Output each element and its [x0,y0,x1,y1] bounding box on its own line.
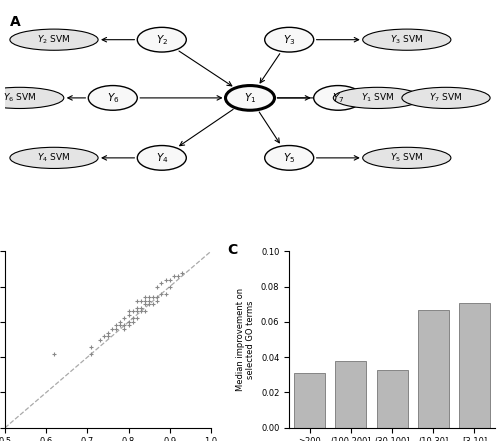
Ellipse shape [334,87,422,108]
Ellipse shape [138,27,186,52]
Ellipse shape [362,147,451,168]
Text: $Y_{5}$ SVM: $Y_{5}$ SVM [390,152,424,164]
Ellipse shape [264,27,314,52]
Text: $Y_{2}$ SVM: $Y_{2}$ SVM [38,34,70,46]
Ellipse shape [264,146,314,170]
Bar [418,310,448,428]
Ellipse shape [0,87,64,108]
Text: $Y_{1}$: $Y_{1}$ [244,91,256,105]
Ellipse shape [402,87,490,108]
Y-axis label: Median improvement on
selected GO terms: Median improvement on selected GO terms [236,288,256,391]
Text: A: A [10,15,20,29]
Ellipse shape [88,86,138,110]
Text: $Y_{2}$: $Y_{2}$ [156,33,168,47]
Ellipse shape [362,29,451,50]
Text: $Y_{4}$: $Y_{4}$ [156,151,168,165]
Ellipse shape [226,86,274,110]
Bar [294,373,325,428]
Ellipse shape [10,29,98,50]
Ellipse shape [314,86,362,110]
Text: C: C [228,243,237,257]
Text: $Y_{5}$: $Y_{5}$ [283,151,296,165]
Text: $Y_{3}$ SVM: $Y_{3}$ SVM [390,34,424,46]
Text: $Y_{6}$: $Y_{6}$ [106,91,119,105]
Text: $Y_{3}$: $Y_{3}$ [283,33,296,47]
Ellipse shape [138,146,186,170]
Ellipse shape [10,147,98,168]
Bar [376,370,408,428]
Text: $Y_{7}$: $Y_{7}$ [332,91,344,105]
Text: $Y_{1}$ SVM: $Y_{1}$ SVM [360,92,394,104]
Text: $Y_{6}$ SVM: $Y_{6}$ SVM [3,92,36,104]
Text: $Y_{4}$ SVM: $Y_{4}$ SVM [38,152,70,164]
Bar [459,303,490,428]
Text: $Y_{7}$ SVM: $Y_{7}$ SVM [430,92,462,104]
Bar [336,361,366,428]
